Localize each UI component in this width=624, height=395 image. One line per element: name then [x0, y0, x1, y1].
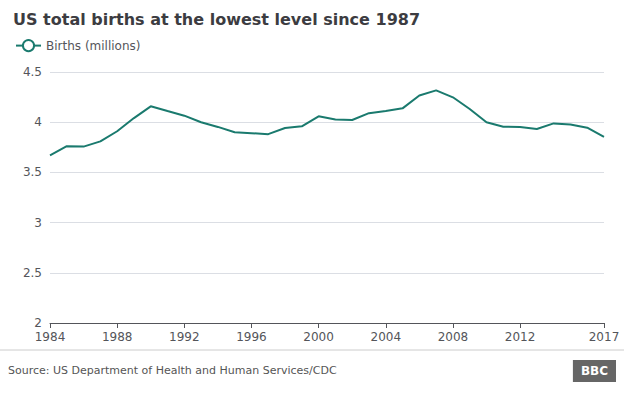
- svg-text:4: 4: [34, 115, 42, 129]
- svg-text:1988: 1988: [102, 330, 133, 344]
- svg-text:2000: 2000: [303, 330, 334, 344]
- svg-text:1992: 1992: [169, 330, 200, 344]
- svg-text:3.5: 3.5: [23, 165, 42, 179]
- svg-text:2.5: 2.5: [23, 266, 42, 280]
- svg-text:Births (millions): Births (millions): [46, 39, 140, 53]
- svg-text:2017: 2017: [589, 330, 620, 344]
- svg-text:BBC: BBC: [581, 364, 608, 378]
- svg-text:2004: 2004: [370, 330, 401, 344]
- svg-text:2008: 2008: [438, 330, 469, 344]
- svg-text:2012: 2012: [505, 330, 536, 344]
- svg-text:1996: 1996: [236, 330, 267, 344]
- svg-text:1984: 1984: [35, 330, 66, 344]
- svg-text:3: 3: [34, 216, 42, 230]
- svg-text:4.5: 4.5: [23, 65, 42, 79]
- svg-text:2: 2: [34, 316, 42, 330]
- svg-text:Source: US Department of Healt: Source: US Department of Health and Huma…: [8, 364, 337, 377]
- svg-text:US total births at the lowest: US total births at the lowest level sinc…: [13, 10, 420, 29]
